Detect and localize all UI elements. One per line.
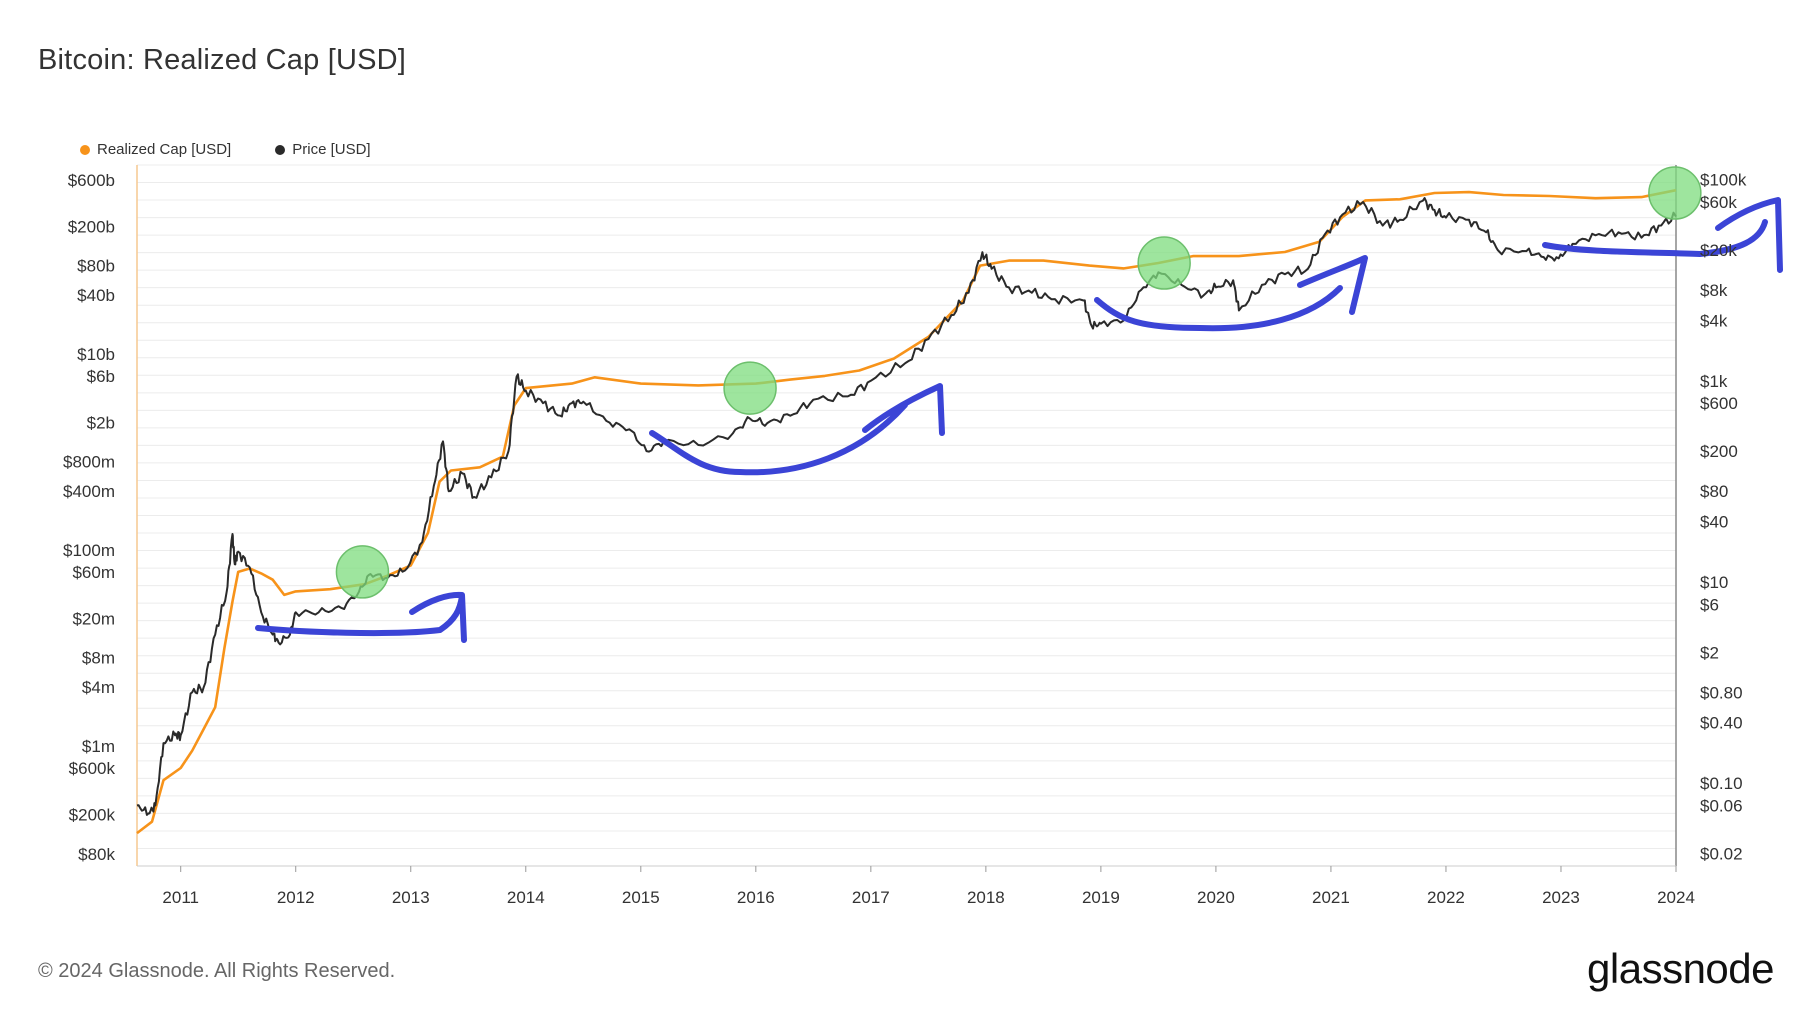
chart-title: Bitcoin: Realized Cap [USD] [38, 44, 407, 76]
legend-item-price[interactable]: Price [USD] [275, 141, 371, 158]
y-right-tick-label: $0.80 [1700, 683, 1743, 702]
annotation-arrow [649, 383, 945, 476]
x-tick-label: 2021 [1312, 888, 1350, 907]
x-tick-label: 2017 [852, 888, 890, 907]
annotation-arrow [1094, 255, 1368, 332]
x-tick-label: 2018 [967, 888, 1005, 907]
y-left-tick-label: $80k [78, 845, 115, 864]
y-right-tick-label: $40 [1700, 512, 1728, 531]
y-right-tick-label: $60k [1700, 193, 1737, 212]
legend-item-realized-cap[interactable]: Realized Cap [USD] [80, 141, 231, 158]
plot-frame [136, 165, 1677, 867]
y-right-tick-label: $600 [1700, 394, 1738, 413]
grid-lines [137, 164, 1676, 867]
y-left-tick-label: $40b [77, 286, 115, 305]
y-right-tick-label: $100k [1700, 171, 1747, 190]
y-right-tick-label: $0.06 [1700, 796, 1743, 815]
y-left-tick-label: $10b [77, 345, 115, 364]
y-left-tick-label: $60m [72, 563, 115, 582]
y-left-tick-label: $6b [87, 367, 115, 386]
x-tick-label: 2014 [507, 888, 545, 907]
x-tick-label: 2019 [1082, 888, 1120, 907]
annotation-arrow [255, 591, 467, 643]
x-tick-label: 2024 [1657, 888, 1695, 907]
y-right-tick-label: $0.10 [1700, 774, 1743, 793]
highlight-circle [723, 361, 777, 415]
x-tick-label: 2012 [277, 888, 315, 907]
highlight-circle [335, 545, 390, 599]
x-axis: 2011 2012 2013 2014 2015 2016 2017 2018 2019 2020… [162, 866, 1695, 907]
x-tick-label: 2011 [162, 888, 199, 907]
y-left-tick-label: $8m [82, 649, 115, 668]
realized-cap-line [136, 188, 1677, 835]
y-left-tick-label: $2b [87, 414, 115, 433]
y-right-tick-label: $80 [1700, 482, 1728, 501]
y-left-tick-label: $600k [69, 759, 116, 778]
y-right-tick-label: $1k [1700, 372, 1728, 391]
price-line [136, 197, 1677, 816]
y-right-tick-label: $4k [1700, 311, 1728, 330]
y-right-tick-label: $20k [1700, 241, 1737, 260]
x-tick-label: 2022 [1427, 888, 1465, 907]
x-tick-label: 2013 [392, 888, 430, 907]
y-right-tick-label: $8k [1700, 281, 1728, 300]
y-axis-right: $100k $60k $20k $8k $4k $1k $600 $200 $80 $40 $10 $… [1700, 171, 1747, 864]
legend-dot-price [275, 144, 286, 155]
y-left-tick-label: $80b [77, 257, 115, 276]
series-layer [136, 188, 1677, 835]
annotation-arrow [1542, 197, 1783, 273]
chart-legend: Realized Cap [USD] Price [USD] [80, 141, 371, 158]
y-left-tick-label: $200b [68, 218, 115, 237]
copyright-text: © 2024 Glassnode. All Rights Reserved. [38, 960, 396, 982]
glassnode-logo: glassnode [1587, 945, 1774, 992]
x-tick-label: 2015 [622, 888, 660, 907]
y-right-tick-label: $2 [1700, 643, 1719, 662]
y-right-tick-label: $0.40 [1700, 714, 1743, 733]
hand-drawn-annotations [255, 166, 1783, 643]
y-left-tick-label: $400m [63, 482, 115, 501]
y-right-tick-label: $0.02 [1700, 844, 1743, 863]
y-axis-left: $600b $200b $80b $40b $10b $6b $2b $800m $400m $1… [63, 171, 115, 864]
x-tick-label: 2023 [1542, 888, 1580, 907]
x-tick-label: 2016 [737, 888, 775, 907]
legend-dot-realized-cap [80, 144, 90, 155]
y-left-tick-label: $100m [63, 541, 115, 560]
y-left-tick-label: $20m [72, 610, 115, 629]
y-right-tick-label: $10 [1700, 573, 1728, 592]
y-right-tick-label: $6 [1700, 595, 1719, 614]
legend-label-realized-cap: Realized Cap [USD] [97, 141, 232, 158]
y-left-tick-label: $1m [82, 737, 115, 756]
y-right-tick-label: $200 [1700, 442, 1738, 461]
highlight-circle [1137, 236, 1191, 290]
x-tick-label: 2020 [1197, 888, 1235, 907]
y-left-tick-label: $800m [63, 453, 115, 472]
y-left-tick-label: $600b [68, 171, 115, 190]
legend-label-price: Price [USD] [292, 141, 371, 158]
y-left-tick-label: $200k [69, 806, 116, 825]
highlight-circle [1648, 166, 1702, 220]
y-left-tick-label: $4m [82, 678, 115, 697]
